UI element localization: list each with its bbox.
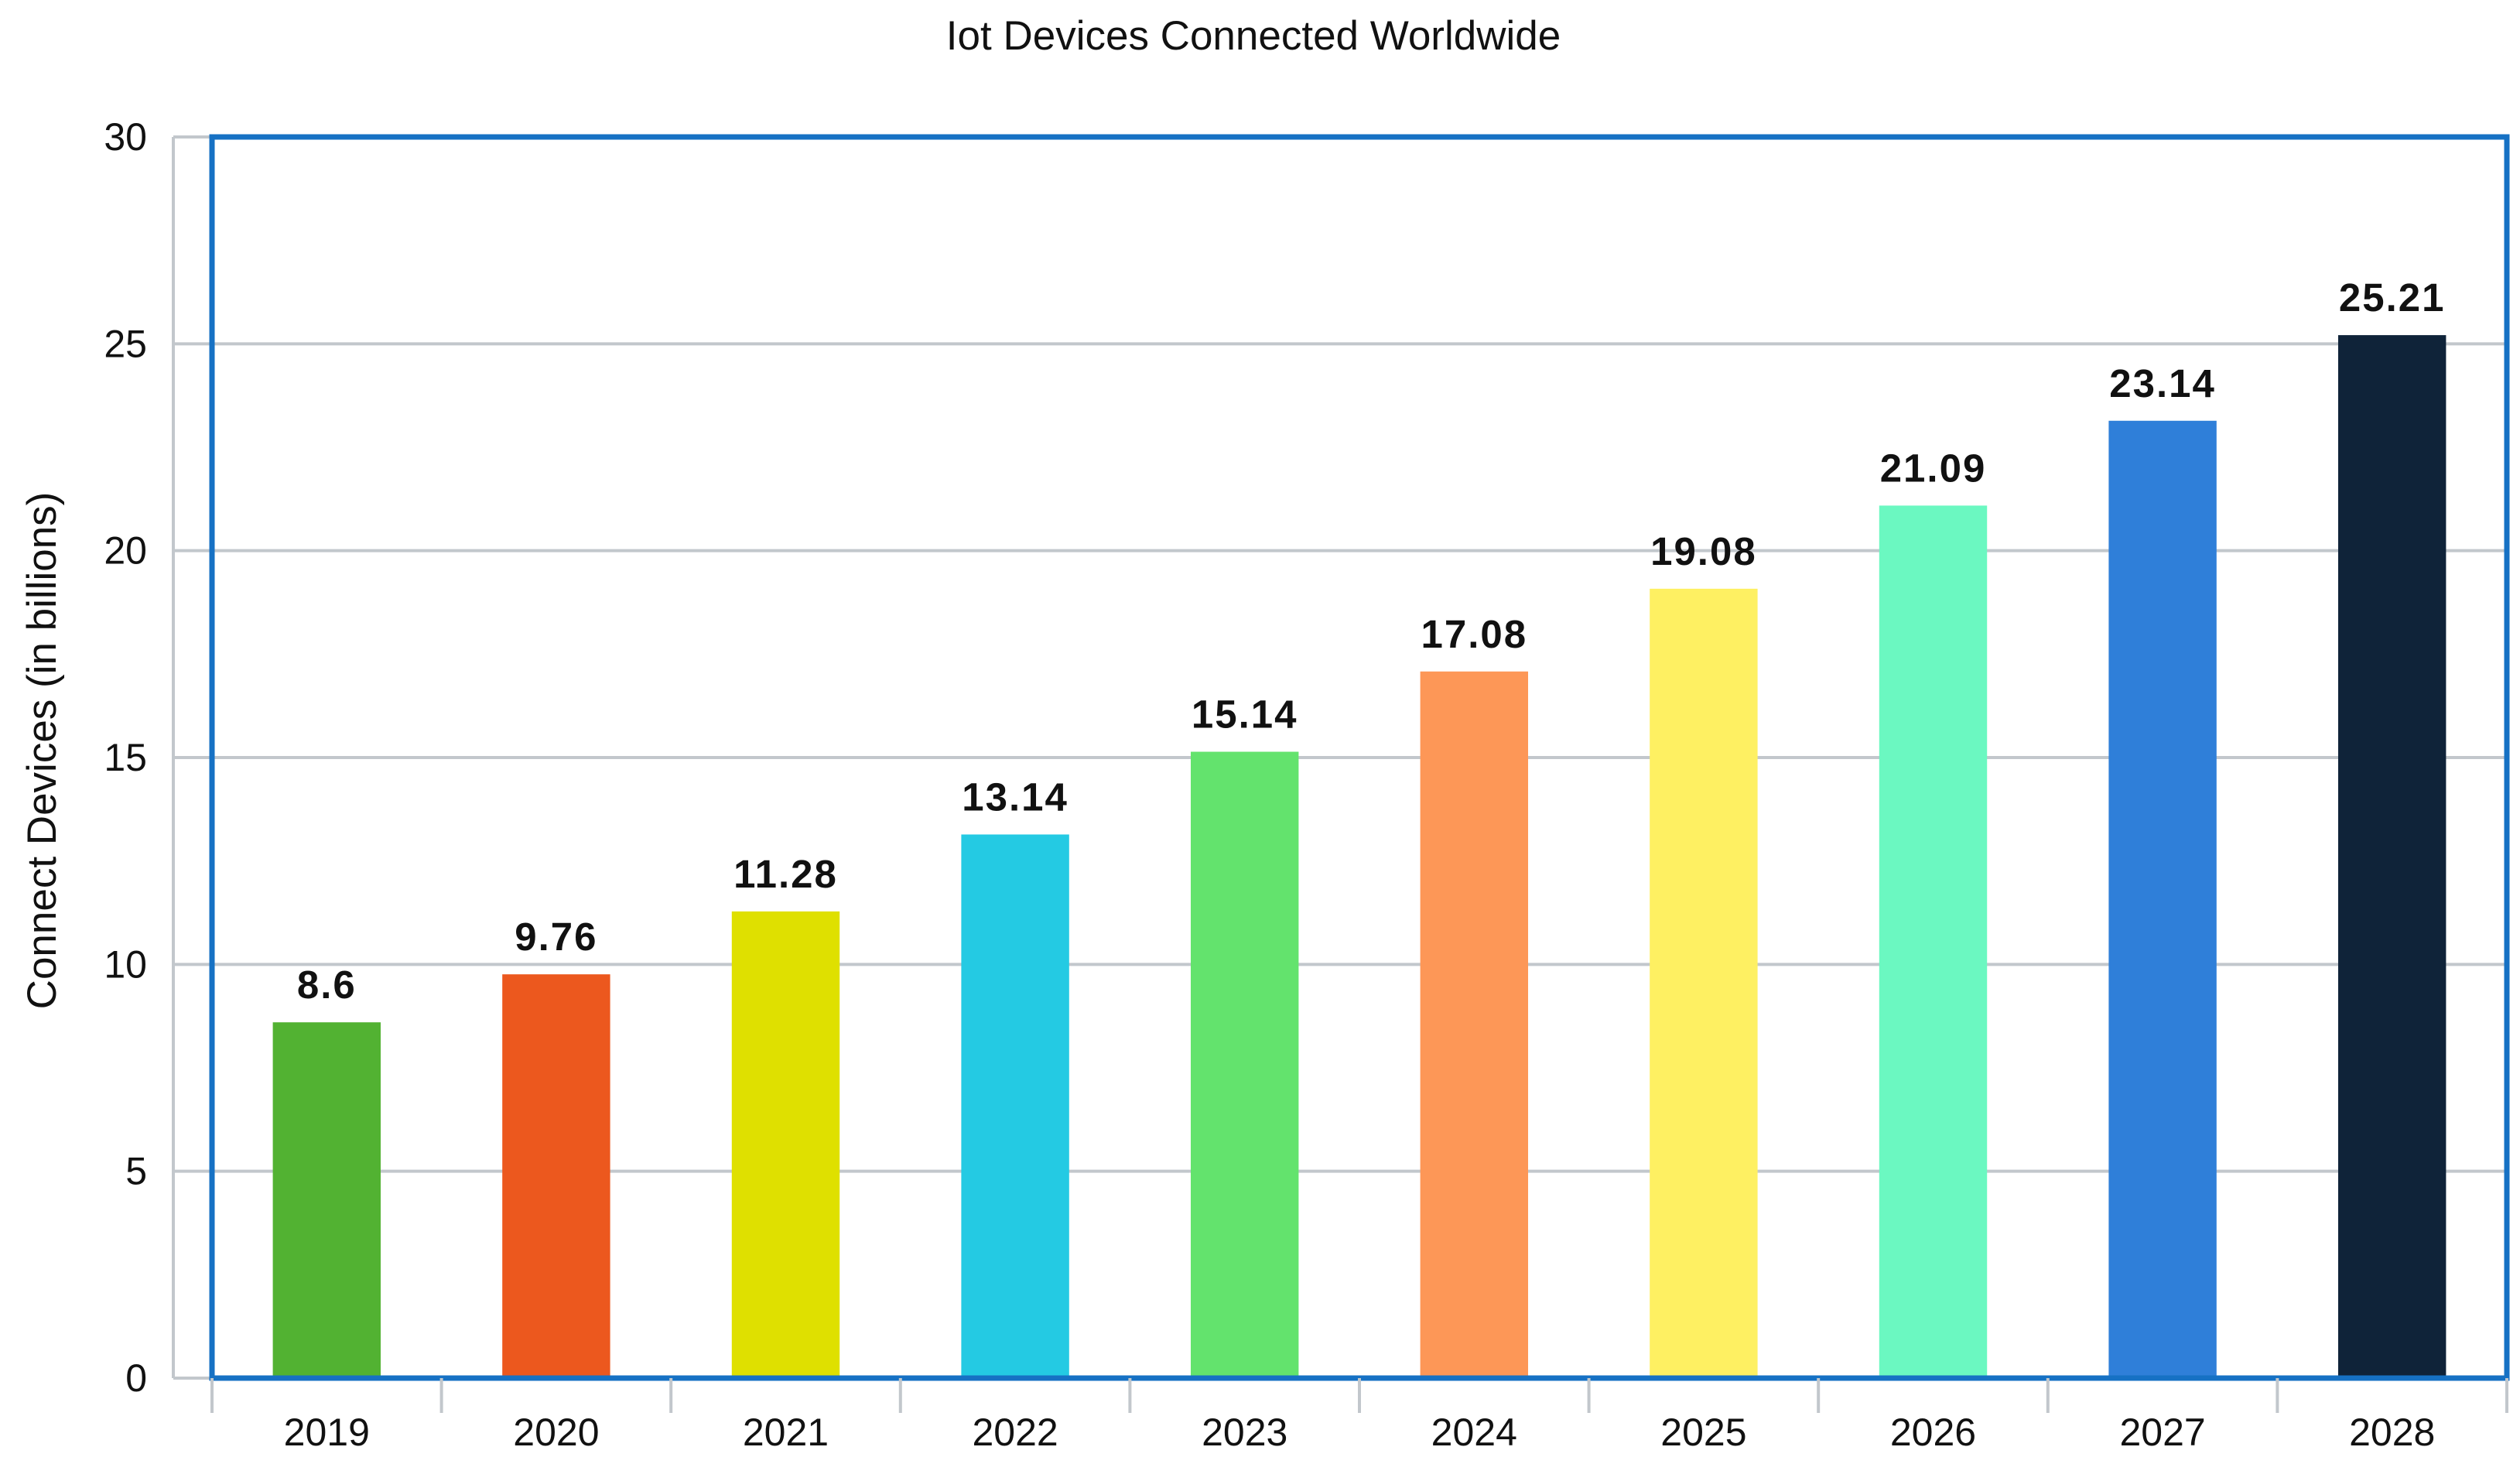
y-tick-label: 15 [104, 736, 147, 779]
bar-2027 [2108, 420, 2217, 1379]
x-tick-label-2024: 2024 [1431, 1411, 1517, 1454]
x-tick-label-2019: 2019 [284, 1411, 370, 1454]
x-tick-label-2026: 2026 [1890, 1411, 1976, 1454]
labels: 0510152025308.620199.76202011.28202113.1… [104, 115, 2446, 1454]
x-tick-label-2020: 2020 [513, 1411, 599, 1454]
y-tick-label: 10 [104, 942, 147, 986]
x-tick-label-2023: 2023 [1202, 1411, 1287, 1454]
bar-2024 [1420, 671, 1529, 1378]
data-label-2020: 9.76 [515, 915, 597, 959]
bar-2021 [731, 911, 840, 1378]
data-label-2027: 23.14 [2109, 361, 2216, 405]
y-tick-label: 25 [104, 322, 147, 365]
y-tick-label: 0 [125, 1356, 147, 1400]
y-tick-label: 5 [125, 1150, 147, 1193]
x-tick-label-2027: 2027 [2119, 1411, 2205, 1454]
bar-2023 [1190, 751, 1299, 1378]
data-label-2025: 19.08 [1650, 529, 1757, 573]
y-axis-label: Connect Devices (in billions) [19, 492, 65, 1010]
chart-title: Iot Devices Connected Worldwide [946, 13, 1561, 59]
bar-2019 [272, 1022, 381, 1378]
data-label-2024: 17.08 [1421, 612, 1527, 656]
data-label-2021: 11.28 [733, 852, 838, 896]
data-label-2026: 21.09 [1880, 446, 1987, 490]
bar-2026 [1879, 505, 1988, 1379]
bar-2028 [2337, 335, 2446, 1378]
data-label-2023: 15.14 [1192, 693, 1298, 737]
x-tick-label-2028: 2028 [2349, 1411, 2435, 1454]
data-label-2022: 13.14 [962, 775, 1069, 819]
bars [272, 335, 2446, 1379]
y-tick-label: 30 [104, 115, 147, 159]
x-tick-label-2025: 2025 [1660, 1411, 1746, 1454]
x-tick-label-2022: 2022 [972, 1411, 1058, 1454]
axes [172, 137, 2508, 1413]
bar-2020 [502, 974, 610, 1378]
data-label-2019: 8.6 [297, 963, 357, 1007]
bar-2025 [1650, 588, 1758, 1378]
x-tick-label-2021: 2021 [743, 1411, 829, 1454]
bar-2022 [961, 834, 1069, 1378]
data-label-2028: 25.21 [2339, 275, 2446, 320]
y-tick-label: 20 [104, 529, 147, 573]
